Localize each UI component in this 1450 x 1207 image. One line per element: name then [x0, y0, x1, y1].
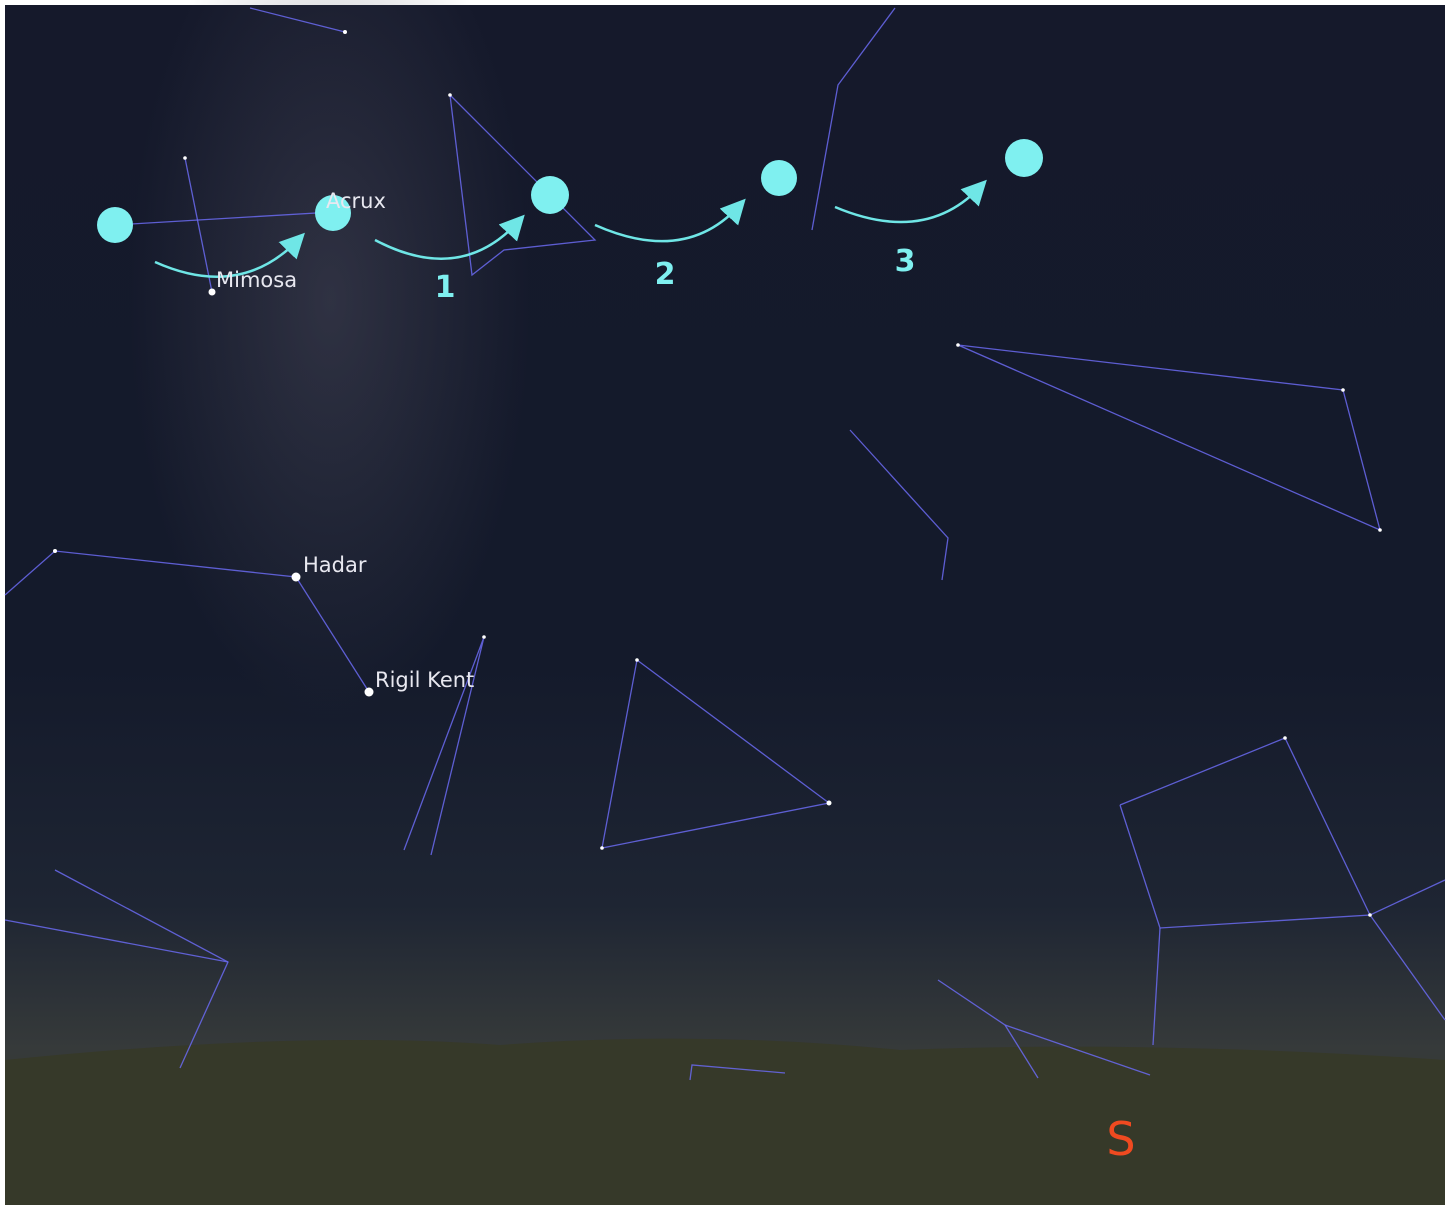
sky-view: Acrux Mimosa Hadar Rigil Kent 1 2 3 S	[0, 0, 1450, 1207]
star-label: Hadar	[303, 553, 367, 577]
star-label: Rigil Kent	[375, 668, 474, 692]
step-number: 2	[655, 257, 676, 292]
step-number: 3	[895, 244, 916, 279]
compass-direction: S	[1106, 1112, 1135, 1166]
star-label: Acrux	[326, 189, 386, 213]
step-number: 1	[435, 270, 456, 305]
star-label: Mimosa	[216, 268, 297, 292]
ground	[5, 1039, 1445, 1205]
